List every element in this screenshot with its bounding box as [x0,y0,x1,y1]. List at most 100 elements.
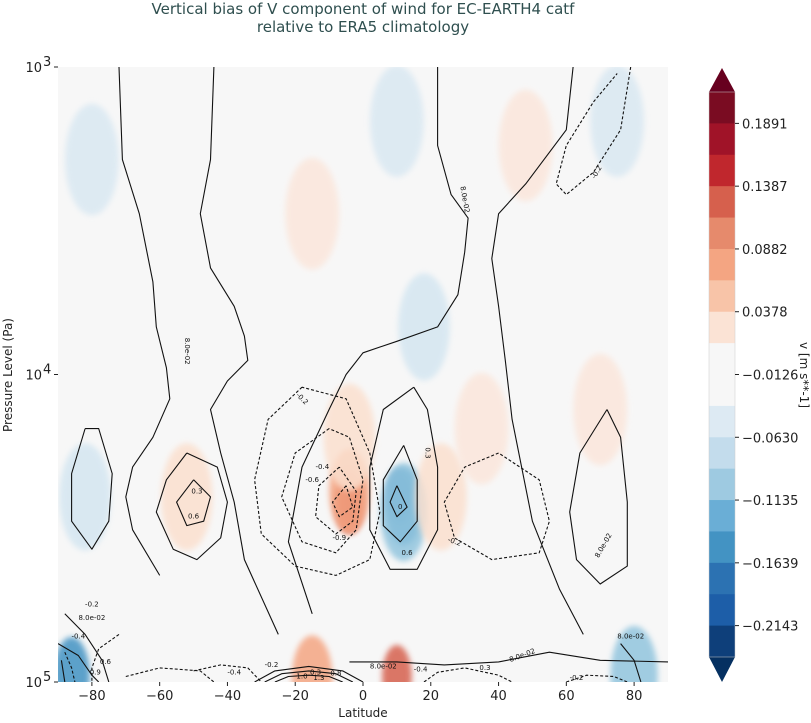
contour-line-21 [125,667,215,682]
contour-line-1 [199,67,279,635]
colorbar-segment-0 [709,92,735,124]
colorbar-segment-10 [709,405,735,438]
contour-line-16 [569,409,628,585]
contour-line-19 [91,633,120,682]
contour-line-26 [423,667,513,682]
x-tick-label-7: 60 [558,689,575,704]
colorbar-segment-5 [709,248,735,281]
contour-label-18: -0.4 [227,668,241,676]
colorbar-segment-6 [709,280,735,313]
contour-line-11 [331,485,354,518]
contour-line-12 [369,386,439,570]
y-axis-label: Pressure Level (Pa) [1,318,15,432]
colorbar-tick-label-2: 0.0882 [742,243,788,258]
chart-title-line-1: Vertical bias of V component of wind for… [151,0,575,18]
contour-label-24: -0.4 [414,665,428,673]
bias-blob-12 [369,67,424,177]
x-tick-label-0: −80 [78,689,105,704]
x-tick-label-6: 40 [490,689,507,704]
contour-line-30 [60,660,66,682]
y-tick-label-0: 10 [25,61,42,76]
colorbar-tick-label-5: −0.0630 [742,431,798,446]
x-tick-label-4: 0 [359,689,367,704]
contour-line-27 [566,674,628,682]
contour-label-29: 0.6 [100,658,112,666]
colorbar-tick-label-8: −0.2143 [742,620,798,635]
contour-label-23: 8.0e-02 [370,662,397,670]
contour-label-14: -0.2 [85,601,99,609]
contour-label-28: -0.2 [570,674,584,682]
contour-label-8: -0.9 [332,534,346,542]
contour-label-5: 0.6 [188,513,200,521]
colorbar-segment-14 [709,531,735,564]
contour-line-13 [382,445,418,543]
contour-line-6 [155,452,228,561]
x-tick-label-3: −20 [282,689,309,704]
bias-blob-8 [160,443,213,551]
contour-label-4: 0.3 [191,487,202,495]
bias-blob-17 [454,372,509,485]
bias-blob-16 [498,89,553,202]
contour-line-22 [349,651,668,666]
x-tick-label-1: −60 [146,689,173,704]
bias-blob-20 [382,644,412,682]
bias-blob-13 [398,273,450,381]
colorbar-segment-17 [709,625,735,658]
contour-line-5 [71,428,113,550]
colorbar-top-extend [709,68,735,92]
contour-label-21: 1.0 [296,673,307,681]
contour-line-18 [58,643,100,682]
colorbar-segment-2 [709,154,735,187]
colorbar-tick-label-4: −0.0126 [742,369,798,384]
contour-line-0 [118,67,171,576]
y-tick-exponent-1: 4 [43,363,51,378]
contour-label-15: 8.0e-02 [78,614,105,622]
chart-title-line-2: relative to ERA5 climatology [256,18,470,36]
x-axis-label: Latitude [338,706,387,720]
bias-blob-19 [291,635,333,682]
y-tick-exponent-0: 3 [43,55,51,70]
colorbar-segment-15 [709,562,735,595]
x-tick-label-2: −40 [214,689,241,704]
contour-label-6: -0.4 [315,463,329,471]
colorbar-segment-1 [709,123,735,156]
contour-label-16: -0.4 [71,632,85,640]
x-tick-label-8: 80 [626,689,643,704]
contour-label-17: -0.2 [265,661,279,669]
contour-label-0: 8.0e-02 [183,338,191,365]
contour-lines [58,67,668,682]
colorbar-tick-label-6: −0.1135 [742,494,798,509]
colorbar-segment-12 [709,468,735,501]
colorbar-tick-label-3: 0.0378 [742,306,788,321]
contour-line-24 [264,670,354,682]
contour-line-10 [315,466,357,535]
colorbar-label: v [m s**-1] [797,342,811,408]
bias-blob-9 [415,443,467,551]
contour-label-7: -0.6 [305,476,319,484]
contour-label-11: 0 [398,503,402,511]
contour-line-4 [555,67,632,196]
plot-background [58,67,668,682]
bias-blob-22 [610,625,658,682]
colorbar-segment-11 [709,437,735,470]
contour-line-29 [64,651,76,682]
colorbar-segment-4 [709,217,735,250]
contour-line-25 [274,674,343,682]
contour-label-9: 0.3 [423,447,431,458]
bias-blob-15 [285,157,340,270]
contour-line-20 [193,664,262,682]
x-axis: −80 −60 −40 −20 0 20 40 60 80 [78,682,642,704]
colorbar-tick-label-7: −0.1639 [742,557,798,572]
contour-line-17 [64,613,110,682]
contour-line-14 [389,485,408,518]
colorbar: 0.1891 0.1387 0.0882 0.0378 −0.0126 −0.0630 −0… [708,68,798,682]
contour-label-30: 0.9 [90,668,101,676]
contour-line-15 [443,452,550,561]
bias-blob-7 [323,383,376,491]
bias-blob-10 [59,443,111,551]
contour-line-2 [287,67,469,614]
bias-blob-11 [64,103,119,216]
